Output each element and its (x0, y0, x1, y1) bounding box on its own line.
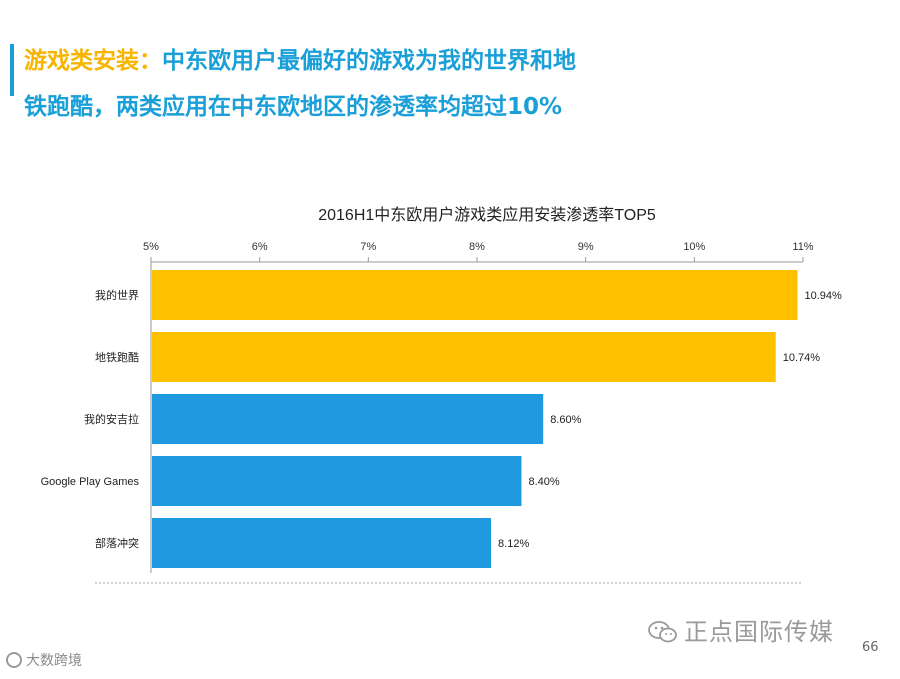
headline-line-1-text: 中东欧用户最偏好的游戏为我的世界和地 (162, 48, 576, 74)
headline-line-2: 铁跑酷，两类应用在中东欧地区的渗透率均超过10% (24, 94, 563, 120)
headline-accent-bar (10, 44, 14, 96)
data-label: 10.94% (804, 290, 842, 302)
x-tick-label: 10% (683, 241, 705, 253)
chart-title: 2016H1中东欧用户游戏类应用安装渗透率TOP5 (318, 205, 656, 224)
bar (152, 332, 776, 382)
page-number: 66 (862, 640, 879, 655)
wechat-icon (648, 621, 677, 643)
bar (152, 394, 544, 444)
corner-logo-text: 大数跨境 (26, 653, 82, 669)
category-label: 部落冲突 (95, 536, 139, 550)
data-label: 8.12% (498, 538, 529, 550)
corner-logo: 大数跨境 (6, 650, 82, 670)
footer-brand-text: 正点国际传媒 (684, 618, 834, 646)
bar (152, 456, 522, 506)
footer-brand: 正点国际传媒 (648, 612, 834, 647)
logo-ring-icon (6, 652, 22, 668)
x-tick-label: 5% (143, 241, 159, 253)
data-label: 10.74% (783, 352, 821, 364)
category-label: 地铁跑酷 (95, 350, 139, 364)
x-tick-label: 8% (469, 241, 485, 253)
page-headline: 游戏类安装：中东欧用户最偏好的游戏为我的世界和地 铁跑酷，两类应用在中东欧地区的… (24, 38, 884, 130)
category-label: 我的世界 (95, 288, 139, 302)
bar (152, 518, 492, 568)
bar (152, 270, 798, 320)
data-label: 8.60% (550, 414, 581, 426)
headline-accent-text: 游戏类安装： (24, 48, 162, 74)
x-tick-label: 9% (578, 241, 594, 253)
category-label: Google Play Games (41, 476, 140, 488)
x-tick-label: 7% (360, 241, 376, 253)
x-tick-label: 11% (792, 241, 813, 253)
headline-line-1: 游戏类安装：中东欧用户最偏好的游戏为我的世界和地 (24, 38, 884, 84)
data-label: 8.40% (528, 476, 559, 488)
category-label: 我的安吉拉 (84, 412, 139, 426)
x-tick-label: 6% (252, 241, 268, 253)
